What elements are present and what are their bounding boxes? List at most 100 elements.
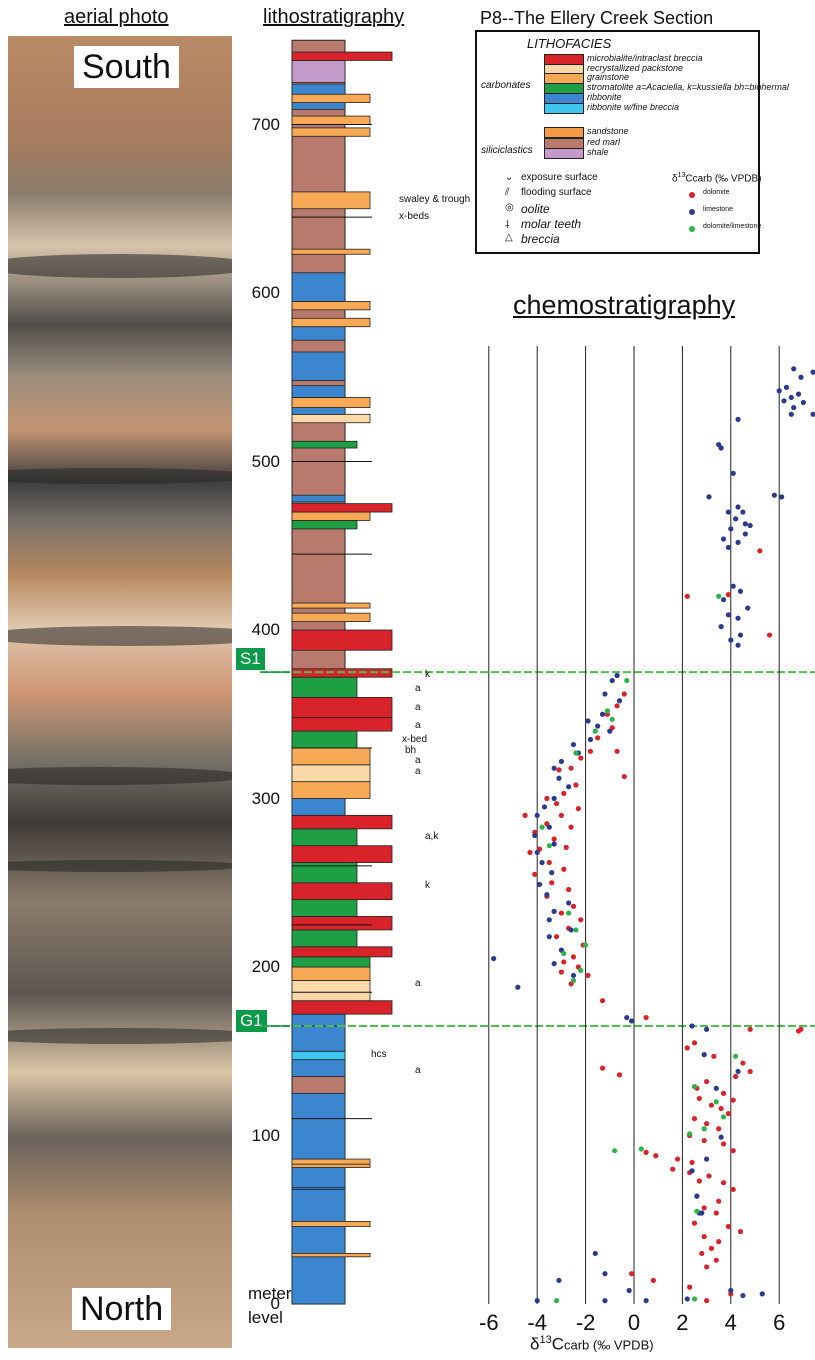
bed-ribbonite-3: [291, 1187, 346, 1190]
bed-grainstone-52: [291, 115, 371, 125]
bed-breccia-57: [291, 51, 393, 61]
bed-grainstone-36: [291, 511, 371, 521]
north-label: North: [72, 1288, 172, 1330]
bed-packstone-40: [291, 413, 371, 424]
annotation-14: a: [415, 1065, 421, 1077]
bed-breccia-16: [291, 916, 393, 931]
bed-breccia-10: [291, 1000, 393, 1015]
bed-breccia-18: [291, 882, 393, 901]
bed-ribbonite-8: [291, 1025, 346, 1052]
meter-tick-600: 600: [251, 283, 280, 302]
aerial-photo-image: [8, 36, 232, 1348]
d13c-label-1: limestone: [703, 206, 733, 213]
meter-tick-100: 100: [251, 1125, 280, 1145]
legend-group-carbonates: carbonates: [481, 80, 531, 91]
south-label: South: [74, 46, 179, 88]
legend-label-red_marl: red marl: [587, 137, 621, 147]
lithofacies-legend: LITHOFACIES carbonates siliciclastics mi…: [475, 30, 789, 254]
legend-label-ribbonite: ribbonite: [587, 92, 622, 102]
level-label: level: [248, 1308, 283, 1327]
legend-label-breccia: microbialite/intraclast breccia: [587, 53, 703, 63]
meter-label: meter: [248, 1284, 292, 1303]
annotation-13: hcs: [371, 1048, 387, 1060]
bed-ribbonite-6: [291, 1059, 346, 1077]
bed-breccia-28: [291, 717, 393, 732]
section-title: P8--The Ellery Creek Section: [480, 8, 714, 28]
bed-breccia-14: [291, 946, 393, 958]
meter-tick-700: 700: [251, 114, 280, 134]
bed-ribbonite-0: [291, 1092, 346, 1305]
annotation-9: a: [415, 765, 421, 777]
bed-grainstone-5: [291, 1158, 371, 1165]
bed-breccia-29: [291, 697, 393, 719]
d13c-label-2: dolomite/limestone: [703, 223, 762, 230]
d13c-dot-2: [689, 226, 695, 232]
legend-label-stromatolite: stromatolite a=Acaciella, k=kussiella bh…: [587, 82, 789, 92]
bed-ribbonite-41: [291, 407, 346, 415]
bed-ribbonite-43: [291, 385, 346, 398]
symbol-label-2: oolite: [521, 202, 550, 216]
annotation-7: bh: [405, 745, 417, 757]
chemostratigraphy-title: chemostratigraphy: [513, 290, 736, 320]
bed-grainstone-24: [291, 781, 371, 799]
bed-grainstone-12: [291, 966, 371, 981]
x-axis-label: δ13Ccarb (‰ VPDB): [530, 1334, 654, 1354]
bed-shale-56: [291, 60, 346, 83]
annotation-6: x-bed: [402, 733, 428, 745]
bed-grainstone-54: [291, 93, 371, 103]
bed-ribbonite-45: [291, 326, 346, 341]
d13c-dot-1: [689, 209, 695, 215]
bed-grainstone-50: [291, 191, 371, 210]
bed-stromatolite-35: [291, 520, 358, 530]
aerial-photo: South North: [8, 36, 232, 1348]
bed-breccia-32: [291, 629, 393, 651]
symbol-label-1: flooding surface: [521, 187, 592, 198]
bed-ribbonite-44: [291, 351, 346, 382]
bed-stromatolite-17: [291, 899, 358, 917]
annotation-10: a,k: [425, 831, 439, 843]
legend-label-ribbonite_breccia: ribbonite w/fine breccia: [587, 102, 680, 112]
bed-grainstone-2: [291, 1221, 371, 1227]
legend-label-packstone: recrystallized packstone: [587, 63, 684, 73]
bed-grainstone-34: [291, 602, 371, 609]
bed-grainstone-1: [291, 1253, 371, 1258]
meter-tick-200: 200: [251, 957, 280, 976]
legend-label-grainstone: grainstone: [587, 72, 630, 82]
bed-grainstone-42: [291, 397, 371, 408]
bed-ribbonite-9: [291, 1013, 346, 1027]
bed-breccia-20: [291, 845, 393, 863]
bed-grainstone-51: [291, 127, 371, 137]
bed-grainstone-49: [291, 248, 371, 255]
bed-ribbonite-38: [291, 494, 346, 503]
bed-ribbonite-23: [291, 798, 346, 816]
legend-label-shale: shale: [587, 147, 609, 157]
bed-grainstone-47: [291, 301, 371, 311]
bed-ribbonite-48: [291, 272, 346, 302]
annotation-2: k: [425, 669, 430, 681]
bed-grainstone-33: [291, 612, 371, 622]
annotation-5: a: [415, 720, 421, 732]
symbol-icon-1: ⫽: [505, 187, 510, 198]
annotation-1: x-beds: [399, 211, 430, 223]
symbol-label-3: molar teeth: [521, 217, 582, 231]
meter-tick-300: 300: [251, 788, 280, 808]
annotation-3: a: [415, 682, 421, 694]
bed-stromatolite-15: [291, 929, 358, 948]
bed-ribbonite-55: [291, 83, 346, 95]
aerial-photo-header: aerial photo: [64, 6, 169, 28]
bed-stromatolite-27: [291, 730, 358, 749]
symbol-icon-0: ⌄: [505, 172, 514, 183]
bed-grainstone-26: [291, 747, 371, 766]
d13c-label-0: dolomite: [703, 189, 730, 196]
legend-title: LITHOFACIES: [527, 36, 612, 51]
legend-swatch-sandstone: [544, 127, 584, 138]
bed-breccia-37: [291, 503, 393, 513]
meter-tick-500: 500: [251, 451, 280, 471]
annotation-11: k: [425, 880, 430, 892]
symbol-label-4: breccia: [521, 232, 560, 246]
legend-group-siliciclastics: siliciclastics: [481, 145, 533, 156]
bed-packstone-11: [291, 980, 371, 1002]
annotation-4: a: [415, 701, 421, 713]
symbol-icon-4: △: [505, 232, 513, 243]
